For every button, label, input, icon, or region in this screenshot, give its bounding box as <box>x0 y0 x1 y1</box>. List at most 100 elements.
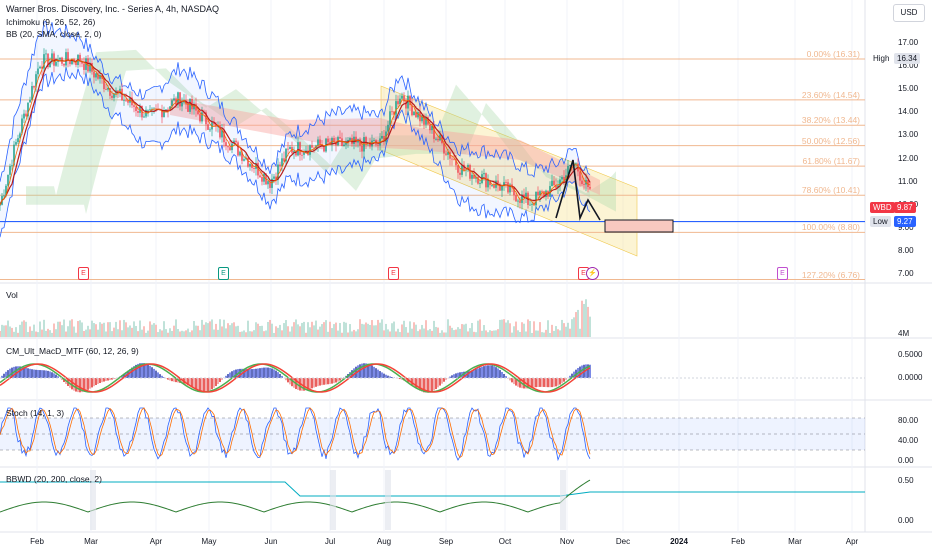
bbwd-tick-1: 0.00 <box>898 516 914 525</box>
volume-bar <box>439 332 441 337</box>
macd-histogram-bar <box>131 367 133 378</box>
candle-body <box>537 191 539 196</box>
macd-histogram-bar <box>281 375 283 378</box>
candle-body <box>339 137 341 139</box>
volume-bar <box>295 319 297 337</box>
macd-histogram-bar <box>171 378 173 382</box>
volume-bar <box>75 332 77 337</box>
candle-body <box>87 58 89 72</box>
candle-body <box>31 86 33 100</box>
volume-bar <box>213 329 215 337</box>
macd-histogram-bar <box>527 378 529 389</box>
macd-histogram-bar <box>57 376 59 378</box>
currency-button[interactable]: USD <box>893 4 925 22</box>
candle-body <box>41 66 43 69</box>
volume-bar <box>453 330 455 337</box>
candle-body <box>299 142 301 155</box>
macd-histogram-bar <box>383 373 385 378</box>
macd-histogram-bar <box>329 378 331 384</box>
macd-histogram-bar <box>153 368 155 378</box>
earnings-marker-icon[interactable]: E <box>218 267 229 280</box>
candle-body <box>583 184 585 185</box>
volume-bar <box>245 332 247 337</box>
volume-bar <box>433 320 435 337</box>
volume-legend[interactable]: Vol <box>6 290 18 300</box>
dividend-lightning-icon[interactable]: ⚡ <box>586 267 599 280</box>
bbwd-legend[interactable]: BBWD (20, 200, close, 2) <box>6 474 102 484</box>
candle-body <box>117 90 119 93</box>
candle-body <box>79 54 81 62</box>
ichimoku-legend[interactable]: Ichimoku (9, 26, 52, 26) <box>6 17 96 27</box>
macd-histogram-bar <box>149 365 151 378</box>
macd-histogram-bar <box>413 378 415 387</box>
time-axis-label: 2024 <box>670 537 688 546</box>
macd-histogram-bar <box>317 378 319 387</box>
macd-histogram-bar <box>135 364 137 378</box>
macd-histogram-bar <box>217 378 219 385</box>
volume-scale: 4M <box>898 329 910 338</box>
macd-histogram-bar <box>321 378 323 386</box>
macd-histogram-bar <box>351 370 353 378</box>
time-axis-label: Nov <box>559 537 575 546</box>
volume-bar <box>231 323 233 337</box>
bb-legend[interactable]: BB (20, SMA, close, 2, 0) <box>6 29 102 39</box>
macd-histogram-bar <box>259 368 261 378</box>
earnings-marker-icon[interactable]: E <box>777 267 788 280</box>
volume-bar <box>15 327 17 337</box>
macd-histogram-bar <box>547 378 549 388</box>
macd-histogram-bar <box>109 378 111 381</box>
candle-body <box>289 147 291 149</box>
candle-body <box>213 122 215 125</box>
volume-bar <box>117 329 119 337</box>
candle-body <box>169 106 171 111</box>
volume-bar <box>427 330 429 337</box>
candle-body <box>49 61 51 68</box>
macd-histogram-bar <box>557 378 559 386</box>
volume-bar <box>95 324 97 337</box>
volume-bar <box>429 329 431 337</box>
volume-bar <box>377 319 379 337</box>
stoch-legend[interactable]: Stoch (14, 1, 3) <box>6 408 65 418</box>
macd-histogram-bar <box>193 378 195 389</box>
macd-histogram-bar <box>573 371 575 378</box>
macd-histogram-bar <box>25 367 27 378</box>
fib-level-label: 23.60% (14.54) <box>801 89 860 100</box>
candle-body <box>459 172 461 175</box>
macd-histogram-bar <box>375 368 377 378</box>
earnings-marker-icon[interactable]: E <box>388 267 399 280</box>
volume-bar <box>515 321 517 337</box>
macd-histogram-bar <box>493 366 495 378</box>
macd-histogram-bar <box>279 373 281 378</box>
macd-histogram-bar <box>533 378 535 388</box>
macd-legend[interactable]: CM_Ult_MacD_MTF (60, 12, 26, 9) <box>6 346 139 356</box>
volume-bar <box>533 321 535 337</box>
candle-body <box>225 142 227 147</box>
candle-body <box>353 136 355 144</box>
volume-bar <box>339 322 341 337</box>
candle-body <box>555 185 557 188</box>
macd-histogram-bar <box>537 378 539 388</box>
macd-histogram-bar <box>3 373 5 378</box>
candle-body <box>551 180 553 187</box>
volume-bar <box>541 332 543 337</box>
macd-histogram-bar <box>353 368 355 378</box>
volume-bar <box>107 322 109 337</box>
volume-bar <box>513 326 515 337</box>
candle-body <box>119 88 121 93</box>
volume-bar <box>261 325 263 337</box>
candle-body <box>43 54 45 69</box>
volume-bar <box>319 326 321 337</box>
candle-body <box>75 62 77 66</box>
earnings-marker-icon[interactable]: E <box>78 267 89 280</box>
volume-bar <box>185 330 187 337</box>
candle-body <box>219 125 221 138</box>
macd-histogram-bar <box>213 378 215 388</box>
candle-body <box>125 99 127 101</box>
volume-bar <box>455 329 457 337</box>
time-axis-label: Apr <box>845 537 859 546</box>
volume-bar <box>197 325 199 337</box>
volume-bar <box>523 323 525 337</box>
macd-histogram-bar <box>291 378 293 387</box>
volume-bar <box>491 330 493 337</box>
